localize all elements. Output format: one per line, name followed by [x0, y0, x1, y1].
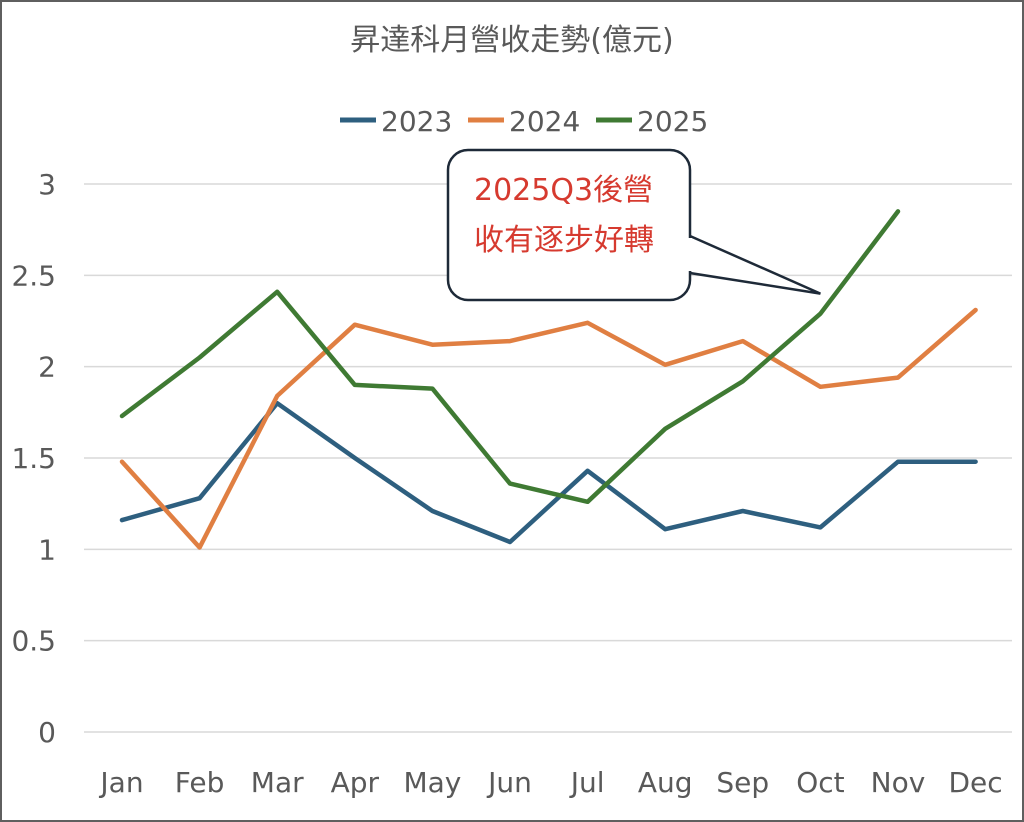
x-tick-label: Jul	[569, 766, 605, 799]
x-tick-label: May	[403, 766, 461, 799]
series-line-2025	[119, 209, 901, 505]
x-tick-label: Dec	[949, 766, 1003, 799]
callout-line-1: 2025Q3後營	[474, 173, 653, 208]
x-tick-label: Sep	[716, 766, 769, 799]
x-axis-tick-labels: Jan Feb Mar Apr May Jun Jul Aug Sep Oct Nov Dec	[98, 766, 1002, 799]
legend-label-2025: 2025	[637, 105, 708, 138]
y-tick-label: 0.5	[11, 625, 56, 658]
legend: 2023 2024 2025	[340, 105, 708, 138]
y-axis-tick-labels: 0 0.5 1 1.5 2 2.5 3	[11, 168, 56, 749]
x-tick-label: Nov	[871, 766, 926, 799]
x-tick-label: Jan	[98, 766, 143, 799]
legend-label-2023: 2023	[381, 105, 452, 138]
series-line-2024	[119, 307, 978, 550]
legend-label-2024: 2024	[509, 105, 580, 138]
x-tick-label: Feb	[175, 766, 225, 799]
x-tick-label: Apr	[331, 766, 380, 799]
callout-box	[446, 148, 692, 302]
callout-line-2: 收有逐步好轉	[474, 223, 654, 258]
x-tick-label: Mar	[251, 766, 304, 799]
x-tick-label: Aug	[638, 766, 693, 799]
chart-title: 昇達科月營收走勢(億元)	[350, 23, 673, 58]
y-tick-label: 1.5	[11, 442, 56, 475]
x-tick-label: Jun	[486, 766, 532, 799]
annotation-callout: 2025Q3後營 收有逐步好轉	[446, 148, 821, 302]
y-tick-label: 3	[38, 168, 56, 201]
y-tick-label: 0	[38, 716, 56, 749]
y-tick-label: 2	[38, 351, 56, 384]
series-lines	[119, 209, 978, 550]
x-tick-label: Oct	[796, 766, 844, 799]
y-tick-label: 1	[38, 533, 56, 566]
y-tick-label: 2.5	[11, 259, 56, 292]
